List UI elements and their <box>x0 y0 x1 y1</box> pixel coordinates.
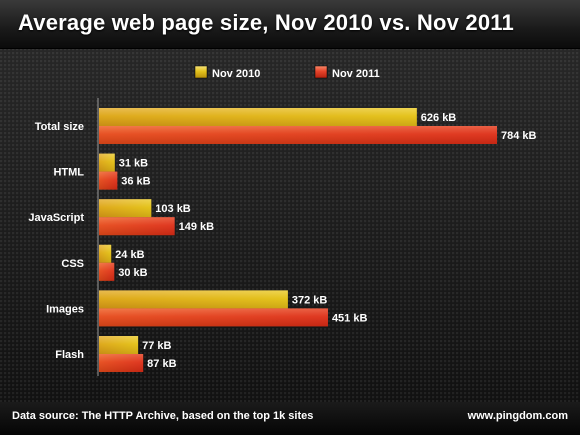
bar-gloss-nov-2010 <box>99 336 139 354</box>
bar-gloss-nov-2011 <box>99 217 175 236</box>
legend-swatch-nov-2010 <box>194 65 208 79</box>
data-label-nov-2010: 372 kB <box>292 294 328 306</box>
data-label-nov-2010: 77 kB <box>142 340 171 352</box>
legend: Nov 2010 Nov 2011 <box>194 65 380 80</box>
footer-bar <box>0 402 580 435</box>
data-label-nov-2011: 149 kB <box>179 221 215 233</box>
bar-gloss-nov-2011 <box>99 262 115 281</box>
data-source-note: Data source: The HTTP Archive, based on … <box>12 410 314 422</box>
bar-gloss-nov-2011 <box>99 171 118 190</box>
bars-group: 626 kB 784 kB 31 kB 36 kB 103 kB 149 kB 24 kB 3… <box>99 108 537 372</box>
category-label: JavaScript <box>28 212 84 224</box>
data-label-nov-2010: 103 kB <box>155 203 191 215</box>
y-axis: Total size HTML JavaScript CSS Images Flash <box>28 98 99 376</box>
title-bar: Average web page size, Nov 2010 vs. Nov … <box>0 0 580 49</box>
data-label-nov-2011: 36 kB <box>121 176 150 188</box>
data-label-nov-2011: 87 kB <box>147 358 176 370</box>
category-label: Total size <box>35 121 84 133</box>
data-label-nov-2011: 784 kB <box>501 130 537 142</box>
bar-gloss-nov-2010 <box>99 244 112 263</box>
bar-gloss-nov-2010 <box>99 199 152 218</box>
data-label-nov-2011: 30 kB <box>118 267 147 279</box>
bar-gloss-nov-2010 <box>99 290 288 309</box>
category-label: Flash <box>55 349 84 361</box>
brand-url: www.pingdom.com <box>467 410 568 422</box>
legend-label-nov-2011: Nov 2011 <box>332 68 380 80</box>
data-label-nov-2010: 626 kB <box>421 112 457 124</box>
legend-swatch-nov-2011 <box>314 65 328 79</box>
chart-title: Average web page size, Nov 2010 vs. Nov … <box>18 10 514 35</box>
data-label-nov-2010: 31 kB <box>119 158 148 170</box>
category-label: CSS <box>61 258 84 270</box>
bar-gloss-nov-2011 <box>99 126 497 144</box>
category-label: HTML <box>53 167 84 179</box>
bar-gloss-nov-2011 <box>99 354 144 372</box>
bar-gloss-nov-2011 <box>99 308 328 327</box>
data-label-nov-2011: 451 kB <box>332 312 368 324</box>
bar-gloss-nov-2010 <box>99 153 115 172</box>
legend-label-nov-2010: Nov 2010 <box>212 68 260 80</box>
category-label: Images <box>46 303 84 315</box>
bar-gloss-nov-2010 <box>99 108 417 126</box>
data-label-nov-2010: 24 kB <box>115 249 144 261</box>
